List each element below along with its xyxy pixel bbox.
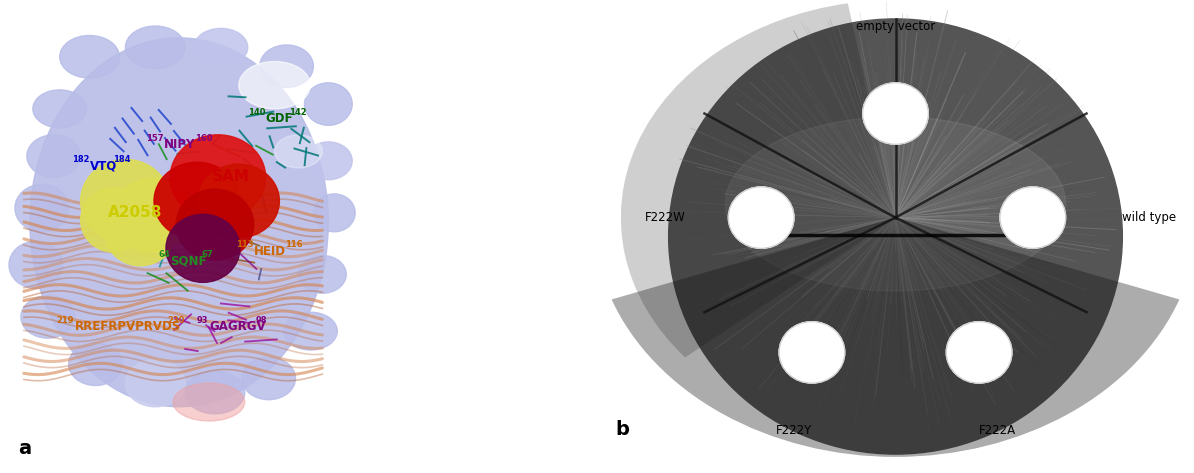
Ellipse shape (20, 296, 74, 338)
Text: 64: 64 (158, 250, 170, 259)
Ellipse shape (298, 255, 346, 293)
Text: F222Y: F222Y (776, 424, 812, 437)
Text: 93: 93 (197, 316, 209, 325)
Ellipse shape (16, 184, 69, 232)
Text: GAGRGV: GAGRGV (209, 321, 265, 333)
Text: F222W: F222W (645, 211, 685, 224)
Ellipse shape (173, 383, 245, 421)
Ellipse shape (304, 83, 352, 125)
Ellipse shape (275, 135, 322, 168)
Ellipse shape (193, 28, 248, 66)
Ellipse shape (60, 35, 119, 78)
Ellipse shape (999, 187, 1065, 248)
Ellipse shape (26, 135, 81, 177)
Text: 140: 140 (248, 108, 265, 117)
Text: VTQ: VTQ (90, 160, 117, 173)
Ellipse shape (862, 83, 929, 144)
Text: empty vector: empty vector (856, 19, 935, 33)
Text: 113: 113 (236, 240, 253, 249)
Ellipse shape (30, 38, 328, 407)
Ellipse shape (669, 19, 1122, 454)
Text: NIPY: NIPY (165, 139, 196, 151)
Text: 142: 142 (289, 108, 307, 117)
Ellipse shape (171, 135, 266, 220)
Text: 98: 98 (256, 316, 267, 325)
Ellipse shape (166, 214, 240, 282)
Text: HEID: HEID (254, 245, 285, 258)
Wedge shape (611, 218, 1180, 457)
Ellipse shape (113, 178, 191, 252)
Ellipse shape (10, 241, 63, 289)
Text: 157: 157 (146, 134, 164, 143)
Ellipse shape (33, 90, 86, 128)
Ellipse shape (314, 194, 356, 232)
Ellipse shape (125, 359, 185, 407)
Text: F222A: F222A (978, 424, 1016, 437)
Ellipse shape (69, 343, 122, 385)
Ellipse shape (154, 162, 240, 240)
Text: GDF: GDF (265, 113, 294, 125)
Text: RREFRPVPRVDS: RREFRPVPRVDS (74, 321, 180, 333)
Ellipse shape (946, 322, 1013, 383)
Text: a: a (18, 439, 31, 458)
Text: 230: 230 (167, 316, 185, 325)
Ellipse shape (239, 61, 310, 109)
Ellipse shape (726, 117, 1065, 291)
Ellipse shape (241, 357, 296, 400)
Ellipse shape (304, 142, 352, 180)
Wedge shape (621, 3, 896, 358)
Ellipse shape (778, 322, 845, 383)
Text: SAM: SAM (213, 169, 250, 184)
Text: b: b (615, 420, 629, 439)
Ellipse shape (185, 371, 245, 414)
Text: 219: 219 (57, 316, 74, 325)
Text: A2058: A2058 (107, 205, 162, 220)
Text: 67: 67 (201, 250, 213, 259)
Ellipse shape (177, 189, 254, 260)
Ellipse shape (260, 45, 313, 88)
Ellipse shape (81, 159, 170, 243)
Text: wild type: wild type (1122, 211, 1176, 224)
Text: 182: 182 (72, 155, 90, 164)
Ellipse shape (81, 188, 147, 252)
Text: 116: 116 (285, 240, 302, 249)
Ellipse shape (125, 26, 185, 69)
Text: SQNF: SQNF (171, 254, 207, 267)
Ellipse shape (728, 187, 794, 248)
Ellipse shape (284, 312, 338, 350)
Text: 184: 184 (112, 155, 130, 164)
Text: 160: 160 (196, 134, 213, 143)
Ellipse shape (198, 164, 279, 238)
Ellipse shape (105, 198, 177, 266)
